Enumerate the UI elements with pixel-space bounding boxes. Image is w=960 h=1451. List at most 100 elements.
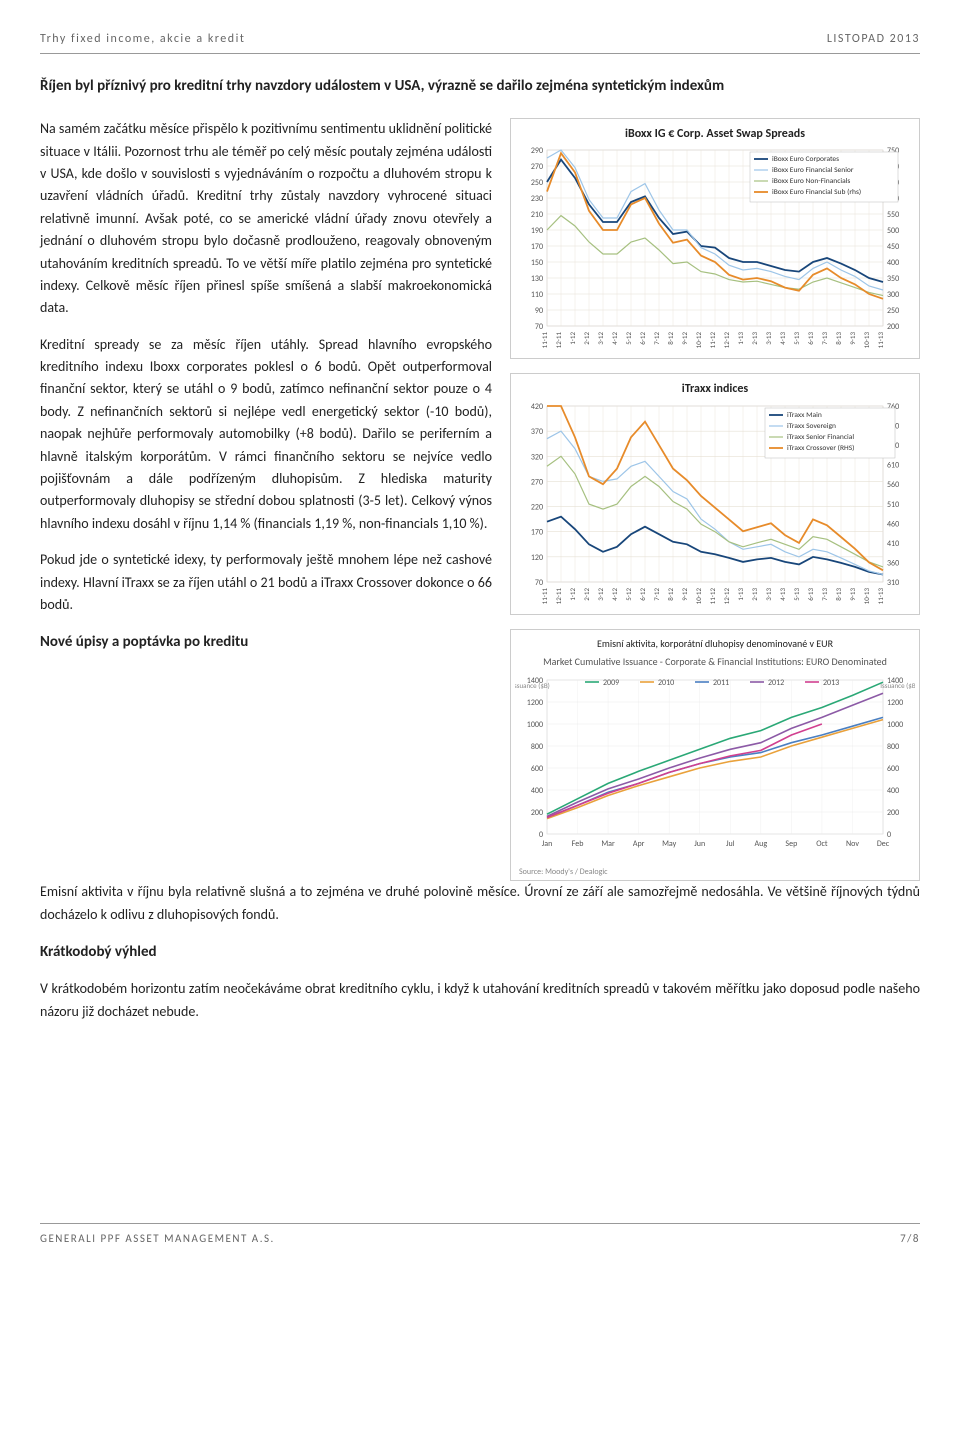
svg-text:iTraxx Senior Financial: iTraxx Senior Financial [787, 433, 854, 442]
svg-text:iTraxx Crossover (RHS): iTraxx Crossover (RHS) [787, 443, 854, 453]
svg-text:3-13: 3-13 [764, 332, 773, 345]
svg-text:12-11: 12-11 [554, 587, 563, 604]
svg-text:1-12: 1-12 [568, 587, 577, 600]
chart-issuance-svg: 0200400600800100012001400020040060080010… [515, 674, 915, 864]
svg-text:290: 290 [531, 146, 543, 156]
svg-text:250: 250 [531, 178, 543, 188]
svg-text:230: 230 [531, 194, 543, 204]
svg-text:10-12: 10-12 [694, 332, 703, 349]
svg-text:2011: 2011 [713, 678, 729, 688]
svg-text:2-12: 2-12 [582, 332, 591, 345]
para-1: Na samém začátku měsíce přispělo k pozit… [40, 118, 492, 320]
svg-text:1-13: 1-13 [736, 587, 745, 600]
svg-text:270: 270 [531, 477, 543, 487]
svg-text:iBoxx Euro Financial Sub (rhs): iBoxx Euro Financial Sub (rhs) [772, 187, 861, 197]
svg-text:11-11: 11-11 [540, 332, 549, 349]
svg-text:5-12: 5-12 [624, 587, 633, 600]
svg-text:7-13: 7-13 [820, 332, 829, 345]
svg-text:5-13: 5-13 [792, 587, 801, 600]
svg-text:iBoxx Euro Non-Financials: iBoxx Euro Non-Financials [772, 177, 850, 186]
para-5: V krátkodobém horizontu zatím neočekávám… [40, 978, 920, 1023]
svg-text:360: 360 [887, 558, 899, 568]
svg-text:Issuance ($B): Issuance ($B) [880, 681, 915, 690]
svg-text:1000: 1000 [527, 720, 543, 730]
svg-text:iBoxx Euro Financial Senior: iBoxx Euro Financial Senior [772, 166, 854, 175]
footer-left: GENERALI PPF ASSET MANAGEMENT A.S. [40, 1230, 275, 1248]
svg-text:2010: 2010 [658, 678, 674, 688]
svg-text:220: 220 [531, 502, 543, 512]
svg-text:370: 370 [531, 427, 543, 437]
svg-text:200: 200 [887, 808, 899, 818]
chart-issuance: Emisní aktivita, korporátní dluhopisy de… [510, 629, 920, 882]
svg-text:3-12: 3-12 [596, 332, 605, 345]
svg-text:170: 170 [531, 527, 543, 537]
svg-text:270: 270 [531, 162, 543, 172]
svg-text:1-12: 1-12 [568, 332, 577, 345]
svg-text:Feb: Feb [572, 839, 584, 849]
svg-text:9-13: 9-13 [848, 587, 857, 600]
svg-text:2-13: 2-13 [750, 587, 759, 600]
svg-text:200: 200 [887, 322, 899, 332]
svg-text:800: 800 [531, 742, 543, 752]
svg-text:190: 190 [531, 226, 543, 236]
svg-text:9-12: 9-12 [680, 587, 689, 600]
svg-text:iTraxx Sovereign: iTraxx Sovereign [787, 422, 836, 431]
svg-text:8-12: 8-12 [666, 332, 675, 345]
svg-text:10-13: 10-13 [862, 332, 871, 349]
svg-text:310: 310 [887, 578, 899, 588]
svg-text:Jul: Jul [726, 839, 735, 849]
svg-text:250: 250 [887, 306, 899, 316]
main-text-column: Na samém začátku měsíce přispělo k pozit… [40, 118, 492, 881]
svg-text:90: 90 [535, 306, 543, 316]
svg-text:70: 70 [535, 578, 543, 588]
svg-text:350: 350 [887, 274, 899, 284]
svg-text:6-12: 6-12 [638, 587, 647, 600]
svg-text:400: 400 [531, 786, 543, 796]
svg-text:Mar: Mar [601, 839, 615, 849]
svg-text:610: 610 [887, 460, 899, 470]
svg-text:12-12: 12-12 [722, 332, 731, 349]
full-width-text: Emisní aktivita v říjnu byla relativně s… [40, 881, 920, 1023]
header-left: Trhy fixed income, akcie a kredit [40, 30, 245, 49]
svg-text:Apr: Apr [633, 839, 645, 849]
chart-iboxx-title: iBoxx IG € Corp. Asset Swap Spreads [515, 125, 915, 144]
chart-itraxx-svg: 7012017022027032037042031036041046051056… [515, 402, 915, 612]
svg-text:110: 110 [531, 290, 543, 300]
para-4: Emisní aktivita v říjnu byla relativně s… [40, 881, 920, 926]
svg-text:10-12: 10-12 [694, 587, 703, 604]
charts-column: iBoxx IG € Corp. Asset Swap Spreads 70 90… [510, 118, 920, 881]
svg-text:May: May [662, 839, 677, 849]
para-3: Pokud jde o syntetické idexy, ty perform… [40, 549, 492, 616]
svg-text:150: 150 [531, 258, 543, 268]
svg-text:10-13: 10-13 [862, 587, 871, 604]
svg-text:iTraxx Main: iTraxx Main [787, 411, 822, 420]
svg-text:9-13: 9-13 [848, 332, 857, 345]
svg-text:600: 600 [531, 764, 543, 774]
header-right: LISTOPAD 2013 [827, 30, 920, 49]
svg-text:120: 120 [531, 552, 543, 562]
svg-text:1-13: 1-13 [736, 332, 745, 345]
section-heading-1: Nové úpisy a poptávka po kreditu [40, 630, 492, 654]
svg-text:510: 510 [887, 499, 899, 509]
svg-text:550: 550 [887, 210, 899, 220]
chart-itraxx-title: iTraxx indices [515, 380, 915, 399]
svg-text:11-12: 11-12 [708, 332, 717, 349]
chart-issuance-source: Source: Moody's / Dealogic [515, 864, 915, 879]
svg-text:Oct: Oct [816, 839, 828, 849]
svg-text:Jan: Jan [542, 839, 553, 849]
svg-text:6-12: 6-12 [638, 332, 647, 345]
footer-right: 7/8 [900, 1230, 920, 1248]
svg-text:6-13: 6-13 [806, 332, 815, 345]
svg-text:3-12: 3-12 [596, 587, 605, 600]
svg-text:Dec: Dec [877, 839, 890, 849]
svg-text:3-13: 3-13 [764, 587, 773, 600]
svg-text:Issuance ($B): Issuance ($B) [515, 681, 550, 690]
svg-text:450: 450 [887, 242, 899, 252]
chart-issuance-title: Emisní aktivita, korporátní dluhopisy de… [515, 636, 915, 652]
svg-text:Sep: Sep [785, 839, 797, 849]
svg-text:410: 410 [887, 538, 899, 548]
svg-text:Nov: Nov [846, 839, 859, 849]
svg-text:400: 400 [887, 258, 899, 268]
svg-text:420: 420 [531, 402, 543, 412]
svg-text:12-11: 12-11 [554, 332, 563, 349]
